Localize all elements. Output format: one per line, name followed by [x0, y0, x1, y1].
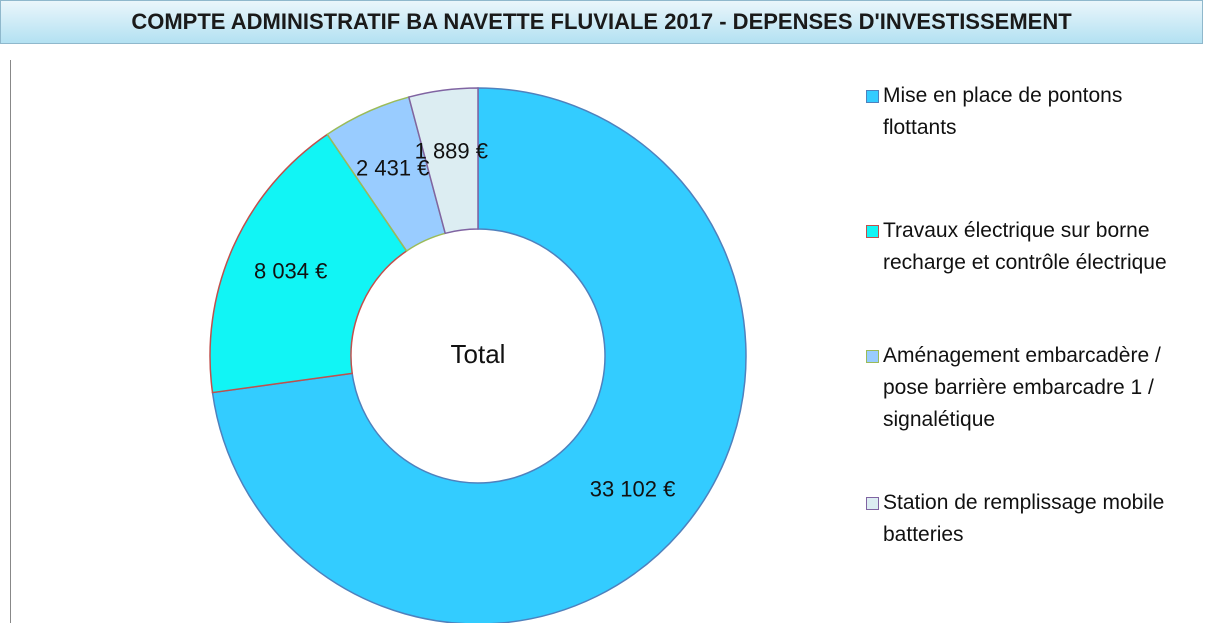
legend-swatch — [866, 497, 879, 510]
legend-label: Aménagement embarcadère / pose barrière … — [883, 344, 1161, 431]
chart-title: COMPTE ADMINISTRATIF BA NAVETTE FLUVIALE… — [0, 0, 1203, 44]
data-label: 33 102 € — [590, 477, 676, 502]
donut-slice — [407, 87, 479, 235]
legend-entry: Travaux électrique sur borne recharge et… — [866, 215, 1183, 279]
legend-label: Travaux électrique sur borne recharge et… — [883, 219, 1167, 274]
legend-entry: Mise en place de pontons flottants — [866, 80, 1183, 144]
legend-entry: Aménagement embarcadère / pose barrière … — [866, 340, 1183, 436]
legend-entry: Station de remplissage mobile batteries — [866, 487, 1183, 551]
data-label: 1 889 € — [415, 139, 488, 164]
donut-slice — [209, 133, 408, 394]
legend-label: Station de remplissage mobile batteries — [883, 491, 1165, 546]
legend-label: Mise en place de pontons flottants — [883, 84, 1123, 139]
data-label: 2 431 € — [356, 155, 429, 180]
donut-slice — [211, 87, 747, 623]
legend-swatch — [866, 90, 879, 103]
chart: 33 102 € 8 034 € 2 431 €1 889 € Total — [209, 87, 747, 623]
legend-swatch — [866, 350, 879, 363]
chart-frame — [10, 60, 11, 623]
center-label: Total — [451, 339, 506, 369]
legend-swatch — [866, 225, 879, 238]
data-label: 8 034 € — [254, 259, 327, 284]
